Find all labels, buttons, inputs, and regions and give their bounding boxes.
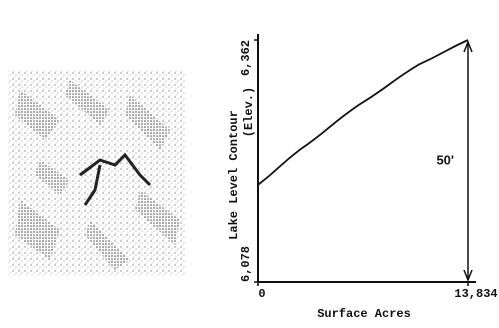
- y-tick-label: 6,362: [239, 40, 253, 76]
- y-axis-label: (Elev.): [242, 87, 256, 137]
- annotation: 50': [436, 152, 454, 167]
- x-axis-label: Surface Acres: [317, 307, 411, 321]
- terrain-image: [8, 70, 186, 276]
- chart: Lake Level Contour (Elev.) Surface Acres: [227, 87, 411, 321]
- y-tick-label: 6,078: [239, 246, 253, 282]
- y-axis-label: Lake Level Contour: [227, 110, 241, 240]
- x-tick-label: 0: [258, 287, 265, 301]
- x-tick-label: 13,834: [454, 287, 497, 301]
- figure: Lake Level Contour (Elev.) Surface Acres…: [0, 0, 499, 328]
- page: {"chart_data": {"type": "line", "x_label…: [0, 0, 499, 328]
